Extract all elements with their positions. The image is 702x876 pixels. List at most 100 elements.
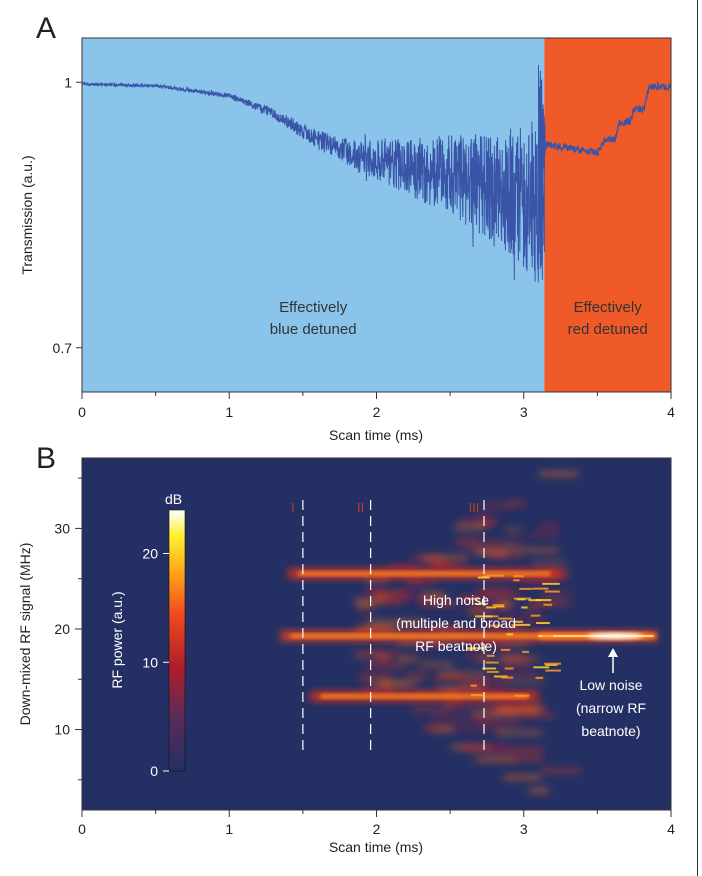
- panel-b-y-tick-label: 10: [54, 722, 70, 738]
- panel-letter-a: A: [36, 12, 56, 45]
- bright-streak: [466, 647, 485, 650]
- colorbar-ticks: 0 10 20: [142, 546, 169, 779]
- bright-streak: [486, 574, 504, 577]
- noise-streak: [432, 728, 454, 732]
- bright-streak: [467, 648, 474, 651]
- bright-streak: [543, 603, 553, 606]
- colorbar: dB 0 10 20 RF power (a.u.): [109, 491, 186, 779]
- rf-band-core: [298, 571, 551, 576]
- noise-streak: [486, 590, 522, 594]
- bright-streak: [486, 654, 495, 657]
- red-region-label-line2: red detuned: [568, 321, 648, 338]
- noise-streak: [497, 731, 542, 735]
- colorbar-title: RF power (a.u.): [109, 591, 125, 688]
- bright-streak: [542, 634, 554, 637]
- bright-streak: [470, 684, 477, 687]
- heatmap-spectrogram: [280, 472, 657, 793]
- noise-streak: [496, 704, 544, 708]
- high-noise-line1: High noise: [423, 592, 489, 608]
- noise-streak: [507, 618, 547, 622]
- colorbar-tick-label: 20: [142, 546, 158, 562]
- bright-streak: [544, 590, 560, 593]
- noise-streak: [389, 563, 418, 567]
- noise-streak: [363, 589, 383, 593]
- colorbar-tick-label: 10: [142, 654, 158, 670]
- bright-streak: [470, 694, 483, 697]
- bright-streak: [501, 676, 514, 679]
- noise-streak: [477, 721, 522, 725]
- beatnote-peak: [587, 633, 644, 640]
- colorbar-tick-label: 0: [150, 763, 158, 779]
- bright-streak: [485, 661, 499, 664]
- transmission-line-blue: [82, 81, 545, 283]
- stage-marker-label: I: [291, 500, 295, 515]
- noise-streak: [495, 669, 537, 673]
- noise-streak: [478, 522, 494, 526]
- bright-streak: [519, 587, 532, 590]
- noise-streak: [427, 595, 447, 599]
- noise-streak: [475, 551, 509, 555]
- noise-streak: [454, 525, 485, 529]
- noise-streak: [354, 653, 390, 657]
- noise-streak: [459, 727, 504, 731]
- panel-a-x-axis-title: Scan time (ms): [329, 427, 423, 443]
- noise-streak: [422, 602, 457, 606]
- red-detuned-region: [544, 38, 671, 392]
- noise-streak: [464, 747, 513, 751]
- bright-streak: [521, 606, 528, 609]
- noise-streak: [510, 748, 543, 752]
- noise-streak: [461, 598, 477, 602]
- bright-streak: [489, 624, 501, 627]
- noise-streak: [491, 706, 524, 710]
- transmission-trace: [82, 64, 671, 283]
- noise-streak: [541, 592, 571, 596]
- noise-streak: [365, 577, 388, 581]
- panel-a-x-tick-label: 2: [373, 404, 381, 420]
- bright-streak: [500, 648, 511, 651]
- noise-streak: [372, 591, 408, 595]
- bright-streak: [522, 650, 530, 653]
- low-noise-line3: beatnote): [581, 723, 640, 739]
- noise-streak: [455, 539, 481, 543]
- bright-streak: [532, 587, 549, 590]
- noise-streak: [409, 708, 451, 712]
- noise-streak: [451, 745, 490, 749]
- noise-streak: [523, 607, 539, 611]
- narrow-beatnote: [538, 633, 657, 640]
- bright-streak: [504, 667, 514, 670]
- noise-streak: [479, 540, 524, 544]
- noise-streak: [514, 548, 558, 552]
- bright-streak: [535, 599, 552, 602]
- noise-streak: [532, 561, 566, 565]
- noise-streak: [375, 600, 404, 604]
- noise-streak: [539, 601, 573, 605]
- noise-streak: [468, 610, 490, 614]
- bright-streak: [535, 676, 544, 679]
- red-region-label-line1: Effectively: [574, 299, 643, 316]
- panel-b-x-tick-label: 1: [225, 821, 233, 837]
- center-streaks: [466, 574, 561, 697]
- high-noise-line3: RF beatnote): [415, 638, 497, 654]
- noise-streak: [541, 769, 581, 773]
- noise-streak: [478, 657, 494, 661]
- noise-streak: [404, 580, 424, 584]
- noise-streak: [479, 596, 518, 600]
- panel-b-x-ticks: 0 1 2 3 4: [78, 810, 675, 837]
- noise-streak: [458, 679, 491, 683]
- noise-streak: [507, 501, 526, 505]
- noise-streak: [539, 524, 560, 528]
- stage-markers: I II III: [291, 500, 485, 752]
- noise-streak: [484, 504, 511, 508]
- noise-streak: [500, 652, 522, 656]
- bright-streak: [482, 575, 490, 578]
- noise-streak: [384, 683, 411, 687]
- bright-streak: [498, 617, 513, 620]
- noise-streak: [357, 651, 376, 655]
- noise-streak: [501, 659, 529, 663]
- noise-streak: [371, 651, 402, 655]
- bright-streak: [542, 582, 560, 585]
- noise-streak: [475, 644, 503, 648]
- panel-a-x-tick-label: 0: [78, 404, 86, 420]
- panel-b-x-tick-label: 4: [667, 821, 675, 837]
- bright-streak: [511, 624, 519, 627]
